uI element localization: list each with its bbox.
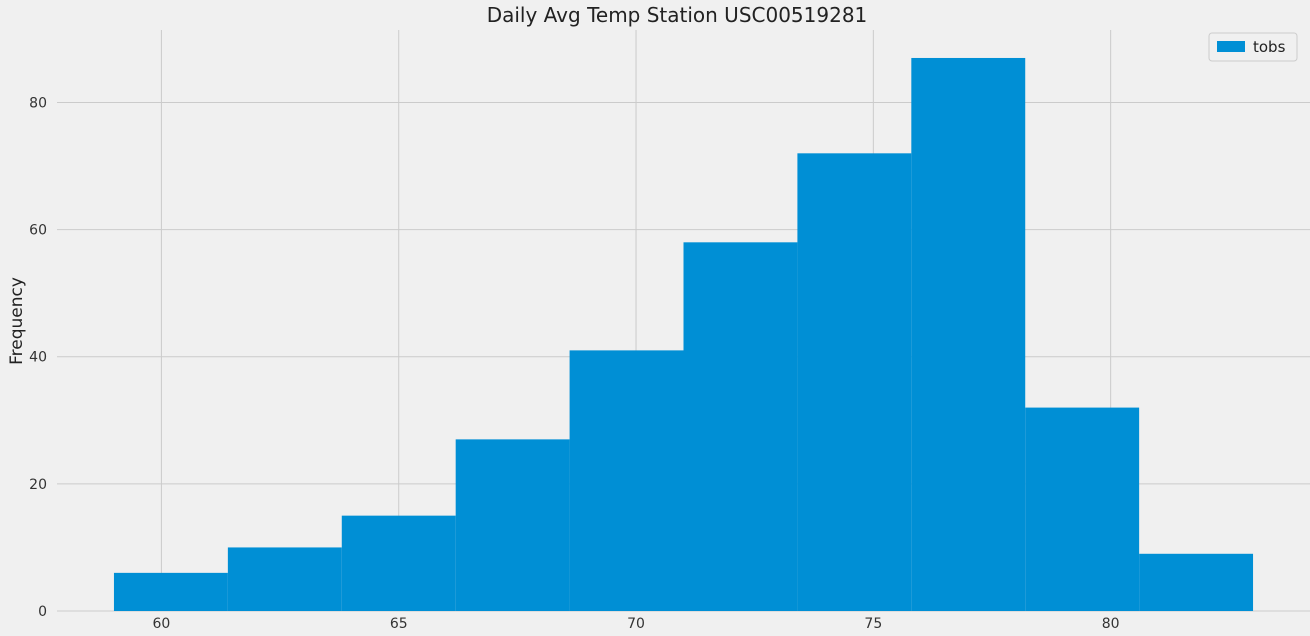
histogram-bar [113,572,228,611]
x-tick-label: 75 [864,616,882,632]
chart-title: Daily Avg Temp Station USC00519281 [487,3,868,27]
y-tick-label: 60 [29,223,47,239]
histogram-bar [455,439,570,611]
x-tick-label: 80 [1102,616,1120,632]
histogram-bar [683,242,798,611]
bars [113,57,1254,612]
y-tick-label: 0 [38,604,47,620]
histogram-bar [1025,407,1140,611]
y-tick-label: 80 [29,95,47,111]
histogram-bar [227,547,342,611]
legend: tobs [1208,32,1298,62]
histogram-bar [797,153,912,612]
x-tick-label: 70 [627,616,645,632]
y-axis-label: Frequency [7,277,27,365]
tick-labels: 60 65 70 75 80 0 20 40 60 80 [29,95,1119,632]
histogram-bar [569,350,684,611]
histogram-bar [1139,553,1254,611]
y-tick-label: 40 [29,350,47,366]
x-tick-label: 65 [390,616,408,632]
legend-label: tobs [1253,38,1286,56]
x-tick-label: 60 [153,616,171,632]
legend-swatch [1217,41,1245,52]
histogram-bar [341,515,456,611]
legend-frame [1208,32,1298,62]
y-tick-label: 20 [29,477,47,493]
histogram-bar [911,57,1026,612]
